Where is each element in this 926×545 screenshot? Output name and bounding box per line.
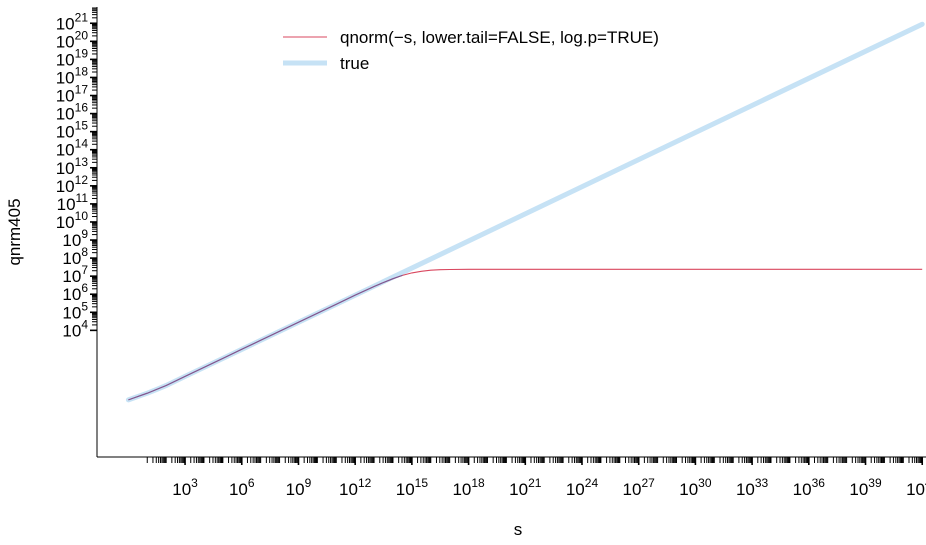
y-tick-label: 104 (62, 317, 88, 340)
x-tick-label: 1012 (339, 476, 372, 499)
y-tick-label: 1010 (56, 209, 89, 232)
y-tick-label: 1012 (56, 173, 89, 196)
y-tick-label: 109 (62, 227, 88, 250)
x-axis-title: s (514, 520, 523, 539)
y-tick-label: 1018 (56, 64, 89, 87)
series-line-qnorm (128, 268, 923, 401)
y-tick-label: 1013 (56, 155, 89, 178)
x-axis-tick-labels: 103 106 109 1012 1015 1018 1021 1024 1027 1030 103… (172, 476, 926, 499)
y-axis-title: qnrm405 (5, 198, 24, 265)
y-axis-tick-labels: 1041051061071081091010101110121013101410… (56, 10, 89, 340)
y-axis-ticks (90, 7, 97, 332)
y-tick-label: 1016 (56, 101, 89, 124)
x-tick-label: 103 (172, 476, 198, 499)
x-tick-label: 1042 (906, 476, 926, 499)
legend-label-true: true (340, 54, 369, 73)
y-tick-label: 1014 (56, 137, 89, 160)
y-tick-label: 1017 (56, 83, 89, 106)
y-tick-label: 107 (62, 263, 88, 286)
legend: qnorm(−s, lower.tail=FALSE, log.p=TRUE) … (283, 28, 659, 73)
x-tick-label: 1018 (452, 476, 485, 499)
x-tick-label: 1015 (396, 476, 429, 499)
y-tick-label: 1021 (56, 10, 89, 33)
x-tick-label: 1033 (736, 476, 769, 499)
x-tick-label: 109 (286, 476, 312, 499)
y-tick-label: 1011 (57, 191, 89, 214)
legend-label-qnorm: qnorm(−s, lower.tail=FALSE, log.p=TRUE) (340, 28, 659, 47)
x-tick-label: 1024 (566, 476, 599, 499)
y-tick-label: 108 (62, 245, 88, 268)
x-tick-label: 1027 (623, 476, 656, 499)
x-tick-label: 1021 (509, 476, 542, 499)
y-tick-label: 1015 (56, 119, 89, 142)
series-layer (125, 21, 925, 403)
y-tick-label: 106 (62, 281, 88, 304)
series-line-true (125, 21, 925, 403)
x-tick-label: 106 (229, 476, 255, 499)
x-tick-label: 1036 (793, 476, 826, 499)
y-tick-label: 1019 (56, 46, 89, 69)
x-axis-ticks (146, 457, 924, 465)
series-overlap-line (128, 274, 403, 401)
y-tick-label: 105 (62, 299, 88, 322)
y-tick-label: 1020 (56, 28, 89, 51)
x-tick-label: 1030 (679, 476, 712, 499)
x-tick-label: 1039 (849, 476, 882, 499)
